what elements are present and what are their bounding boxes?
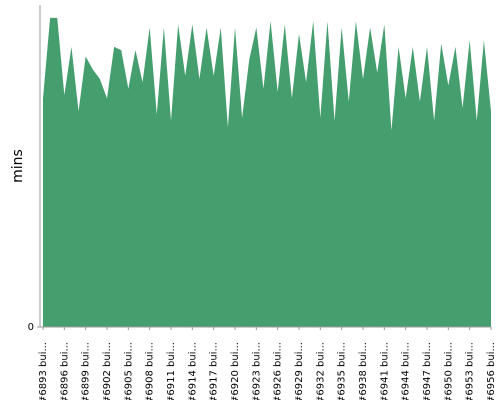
y-axis-title: mins <box>10 149 26 183</box>
x-tick-label: #6935 bui... <box>337 342 348 400</box>
x-tick-label: #6932 bui... <box>315 342 326 400</box>
x-tick-label: #6920 bui... <box>230 342 241 400</box>
x-tick-label: #6950 bui... <box>443 342 454 400</box>
x-tick-label: #6911 bui... <box>166 342 177 400</box>
x-tick-label: #6929 bui... <box>294 342 305 400</box>
x-tick-label: #6896 bui... <box>59 342 70 400</box>
x-tick-label: #6926 bui... <box>273 342 284 400</box>
x-tick-label: #6947 bui... <box>422 342 433 400</box>
x-tick-label: #6956 bui... <box>486 342 497 400</box>
x-tick-label: #6941 bui... <box>379 342 390 400</box>
x-tick-label: #6893 bui... <box>38 342 49 400</box>
x-tick-label: #6914 bui... <box>187 342 198 400</box>
area <box>43 17 491 327</box>
x-tick-label: #6899 bui... <box>81 342 92 400</box>
x-tick-label: #6917 bui... <box>209 342 220 400</box>
x-tick-label: #6953 bui... <box>465 342 476 400</box>
x-tick-label: #6905 bui... <box>123 342 134 400</box>
x-tick-label: #6938 bui... <box>358 342 369 400</box>
x-tick-label: #6923 bui... <box>251 342 262 400</box>
x-tick-label: #6908 bui... <box>145 342 156 400</box>
x-tick-label: #6944 bui... <box>401 342 412 400</box>
y-tick-label: 0 <box>28 322 34 333</box>
x-tick-label: #6902 bui... <box>102 342 113 400</box>
